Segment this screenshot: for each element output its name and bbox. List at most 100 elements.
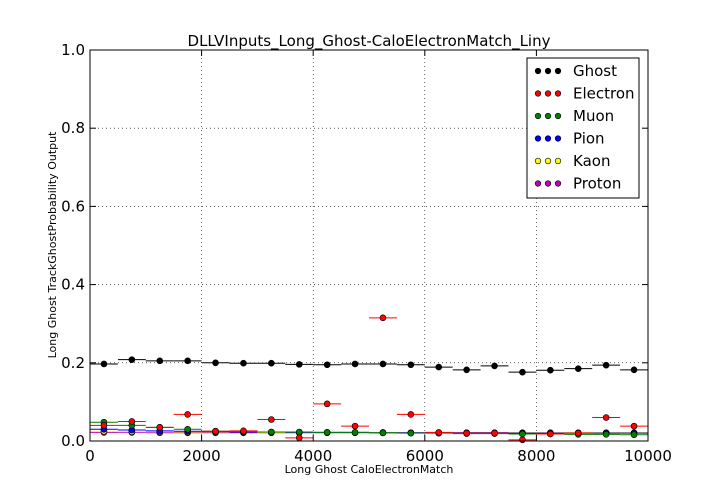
x-tick-label: 6000 [406, 447, 444, 465]
data-point [128, 356, 136, 363]
legend-marker [534, 180, 542, 187]
y-tick-label: 1.0 [61, 41, 85, 59]
legend-label: Proton [573, 175, 621, 193]
legend-marker [554, 135, 562, 142]
data-point [630, 431, 638, 439]
legend-marker [554, 112, 562, 120]
data-point [156, 357, 164, 365]
legend-item-muon: Muon [534, 107, 614, 125]
legend-box [526, 57, 640, 199]
legend-item-ghost: Ghost [534, 62, 617, 80]
data-point [407, 411, 415, 418]
x-tick-label: 4000 [294, 447, 332, 465]
legend-marker [544, 135, 552, 142]
data-point [379, 429, 387, 437]
data-point [295, 361, 303, 368]
legend-marker [544, 180, 552, 187]
legend-label: Pion [573, 130, 605, 148]
legend-label: Muon [573, 107, 614, 125]
data-point [519, 430, 526, 438]
data-point [295, 434, 303, 442]
data-point [435, 363, 443, 371]
data-point [379, 314, 387, 322]
data-point [295, 428, 303, 436]
data-point [100, 422, 108, 429]
data-point [184, 411, 191, 418]
data-point [240, 359, 247, 367]
x-tick-label: 10000 [624, 447, 672, 465]
data-point [630, 366, 638, 374]
data-point [463, 429, 470, 437]
data-point [184, 357, 191, 365]
legend-label: Electron [573, 85, 635, 103]
data-point [547, 430, 554, 438]
data-point [351, 360, 359, 368]
legend-item-electron: Electron [534, 85, 635, 103]
legend: Ghost Electron Muon Pion Kaon Proton [526, 57, 640, 199]
data-point [491, 362, 498, 370]
series-muon [90, 418, 648, 439]
data-point [630, 422, 638, 430]
data-point [156, 424, 164, 431]
data-point [491, 429, 498, 437]
data-point [407, 361, 415, 369]
x-tick-label: 2000 [183, 447, 221, 465]
legend-marker [554, 67, 562, 75]
data-point [463, 366, 470, 374]
x-axis-label: Long Ghost CaloElectronMatch [285, 463, 454, 476]
series-electron [90, 314, 648, 444]
legend-marker [534, 112, 542, 120]
data-point [602, 431, 610, 438]
data-point [323, 361, 331, 369]
legend-marker [544, 157, 552, 165]
axes: 0 2000 4000 6000 8000 10000 0.0 0.2 0.4 0.6 0.8 1.0 [61, 41, 672, 465]
legend-marker [544, 90, 552, 97]
x-tick-label: 8000 [517, 447, 555, 465]
data-point [519, 368, 526, 376]
data-point [407, 429, 415, 437]
plot-frame [89, 49, 649, 442]
y-tick-label: 0.8 [61, 119, 85, 137]
y-tick-label: 0.6 [61, 197, 85, 215]
y-tick-label: 0.0 [61, 432, 85, 450]
legend-label: Kaon [573, 152, 610, 170]
legend-label: Ghost [573, 62, 617, 80]
series-ghost [90, 356, 648, 376]
data-point [268, 359, 275, 367]
legend-item-proton: Proton [534, 175, 621, 193]
chart-title: DLLVInputs_Long_Ghost-CaloElectronMatch_… [188, 32, 551, 51]
legend-marker [554, 90, 562, 97]
data-point [602, 361, 610, 369]
data-point [574, 365, 582, 372]
y-axis-label: Long Ghost TrackGhostProbability Output [46, 131, 59, 358]
data-point [212, 427, 219, 435]
data-point [351, 429, 359, 436]
data-point [100, 360, 108, 368]
legend-item-pion: Pion [534, 130, 605, 148]
data-point [268, 416, 275, 423]
y-tick-label: 0.4 [61, 276, 85, 294]
legend-marker [554, 157, 562, 165]
data-point [323, 400, 331, 408]
data-point [268, 428, 275, 436]
data-point [128, 418, 136, 425]
y-tick-label: 0.2 [61, 354, 85, 372]
legend-marker [534, 67, 542, 75]
legend-marker [534, 90, 542, 97]
data-point [519, 436, 526, 444]
legend-marker [534, 157, 542, 165]
x-tick-label: 0 [85, 447, 95, 465]
data-point [351, 422, 359, 430]
data-point [212, 359, 219, 367]
legend-marker [544, 112, 552, 120]
legend-marker [554, 180, 562, 187]
legend-marker [534, 135, 542, 142]
data-point [323, 429, 331, 436]
data-point [240, 427, 247, 435]
legend-item-kaon: Kaon [534, 152, 610, 170]
data-point [602, 414, 610, 421]
data-point [184, 425, 191, 433]
legend-marker [544, 67, 552, 75]
data-point [547, 366, 554, 374]
